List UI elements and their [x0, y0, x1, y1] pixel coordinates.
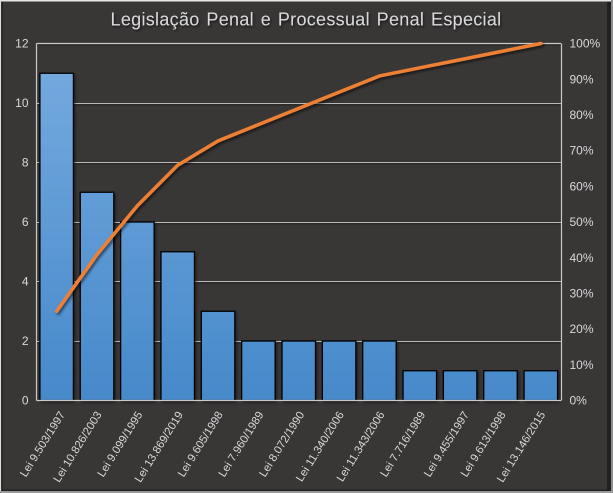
svg-text:0: 0 [22, 394, 29, 408]
svg-text:12: 12 [15, 37, 29, 51]
svg-text:60%: 60% [570, 179, 594, 193]
svg-text:100%: 100% [570, 37, 601, 51]
svg-text:10%: 10% [570, 358, 594, 372]
svg-text:8: 8 [22, 156, 29, 170]
svg-text:Legislação Penal e Processual: Legislação Penal e Processual Penal Espe… [111, 10, 502, 30]
svg-text:40%: 40% [570, 251, 594, 265]
svg-text:70%: 70% [570, 144, 594, 158]
svg-text:80%: 80% [570, 108, 594, 122]
svg-text:30%: 30% [570, 287, 594, 301]
svg-text:4: 4 [22, 275, 29, 289]
svg-text:90%: 90% [570, 72, 594, 86]
svg-text:6: 6 [22, 215, 29, 229]
svg-text:50%: 50% [570, 215, 594, 229]
svg-text:2: 2 [22, 334, 29, 348]
svg-text:0%: 0% [570, 394, 588, 408]
svg-text:10: 10 [15, 96, 29, 110]
svg-text:20%: 20% [570, 322, 594, 336]
